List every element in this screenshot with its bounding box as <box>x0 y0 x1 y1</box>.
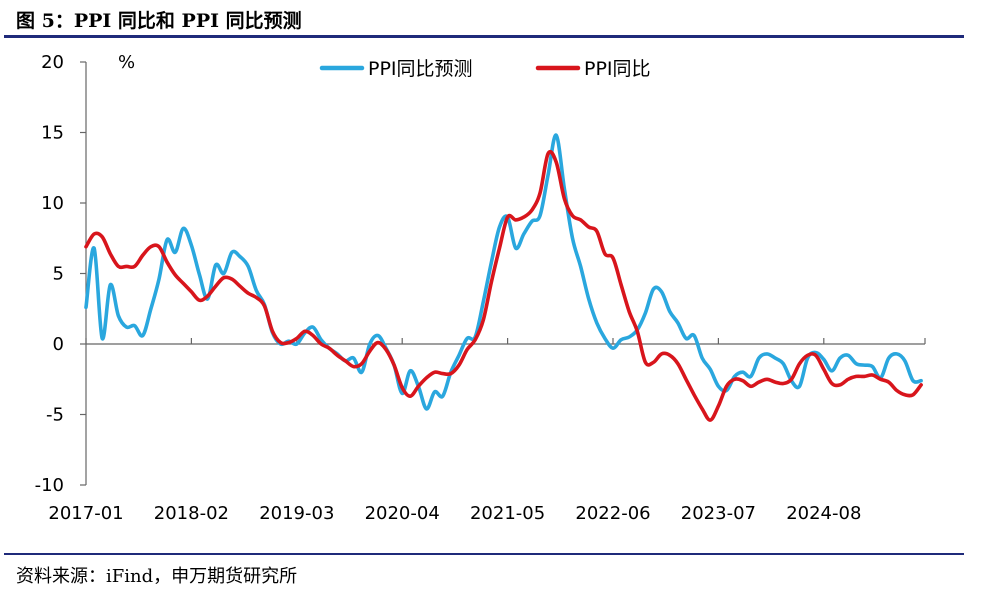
x-tick-label: 2022-06 <box>575 503 650 524</box>
x-tick-label: 2021-05 <box>470 503 545 524</box>
y-tick-label: 15 <box>41 123 64 144</box>
x-tick-label: 2023-07 <box>681 503 756 524</box>
y-tick-label: 20 <box>41 52 64 73</box>
ppi-forecast-series-line <box>84 133 923 411</box>
y-tick-label: 10 <box>41 193 64 214</box>
legend: PPI同比预测 PPI同比 <box>319 58 651 80</box>
figure-title: 图 5：PPI 同比和 PPI 同比预测 <box>16 10 302 32</box>
source-note: 资料来源：iFind，申万期货研究所 <box>16 566 298 587</box>
y-tick-label: 0 <box>53 334 64 355</box>
top-rule <box>4 35 964 38</box>
x-tick-label: 2018-02 <box>154 503 229 524</box>
y-axis-unit-label: % <box>118 52 135 73</box>
x-tick-label: 2024-08 <box>786 503 861 524</box>
x-tick-label: 2020-04 <box>365 503 440 524</box>
legend-ppi-forecast-label: PPI同比预测 <box>368 58 473 80</box>
x-tick-label: 2019-03 <box>259 503 334 524</box>
series-layer <box>84 133 923 422</box>
axes: -10 -5 0 5 10 15 20 % 2017-01 2018-02 2019-03 2020-… <box>35 52 926 524</box>
legend-ppi-yoy-label: PPI同比 <box>584 58 651 80</box>
y-tick-label: -5 <box>46 405 64 426</box>
bottom-rule <box>4 553 964 555</box>
y-tick-label: 5 <box>53 264 64 285</box>
ppi-line-chart: -10 -5 0 5 10 15 20 % 2017-01 2018-02 2019-03 2020-… <box>35 52 926 524</box>
y-tick-label: -10 <box>35 475 64 496</box>
x-tick-label: 2017-01 <box>48 503 123 524</box>
ppi-yoy-series-line <box>84 149 923 422</box>
